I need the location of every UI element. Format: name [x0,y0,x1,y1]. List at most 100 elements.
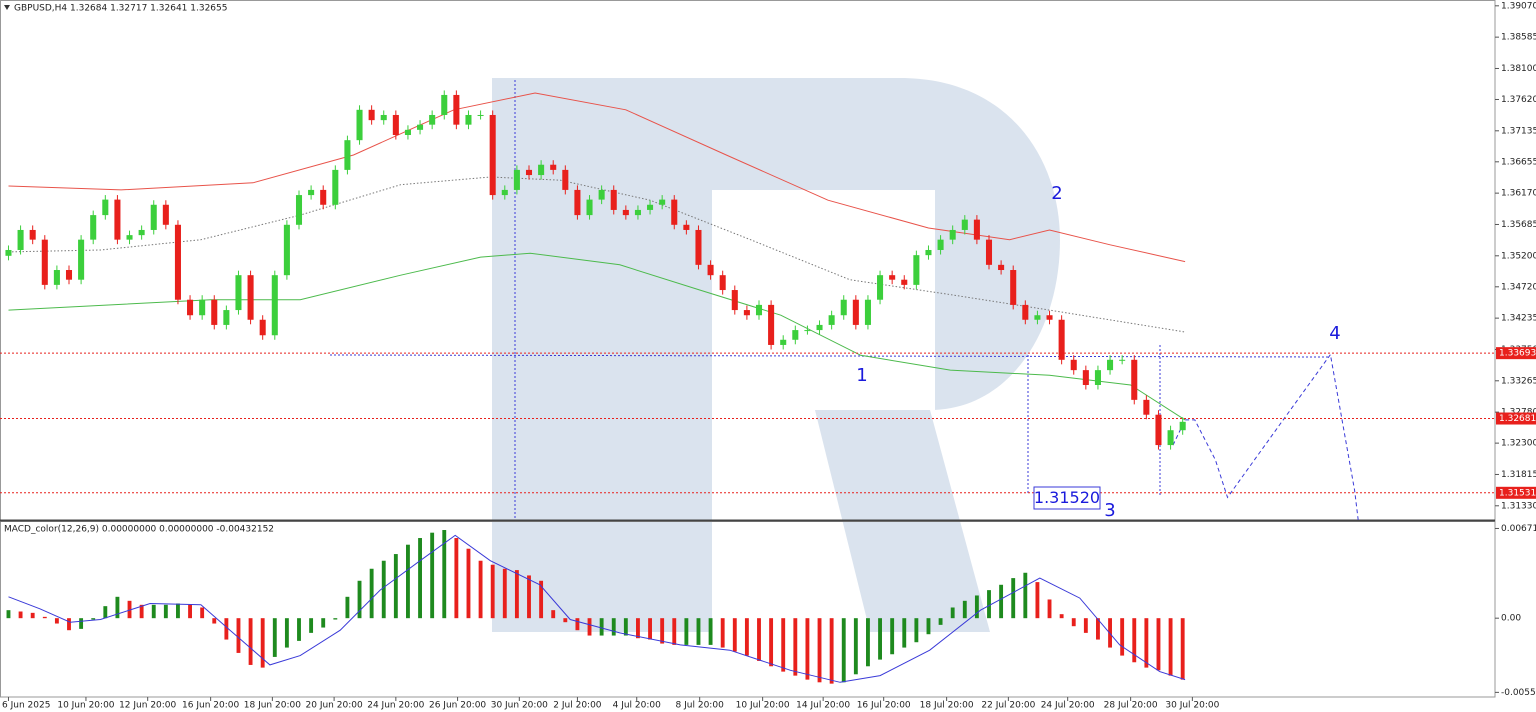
macd-bar [1132,618,1137,663]
macd-bar [1180,618,1185,680]
macd-bar [563,618,568,623]
candle-body [768,304,775,345]
candle-body [441,94,448,115]
macd-bar [1071,618,1076,627]
candle-body [320,189,327,205]
candle-body [525,169,533,176]
y-tick-label: 1.33265 [1501,376,1536,386]
macd-bar [793,618,798,676]
candle-body [550,164,557,170]
candle-body [731,290,738,311]
candle-body [5,249,12,256]
macd-bar [212,618,217,624]
macd-bar [224,618,229,640]
candle-body [634,209,641,216]
candle-body [41,239,48,285]
price-level-label: 1.31531 [1499,488,1536,498]
x-tick-label: 10 Jun 20:00 [57,701,114,711]
macd-bar [648,618,652,640]
candle-body [925,249,932,256]
y-tick-label: 1.31815 [1501,470,1536,480]
candle-body [259,319,266,336]
y-tick-label: 1.34720 [1501,282,1536,292]
target-box [1033,486,1101,510]
macd-bar [1047,599,1052,619]
macd-bar [999,584,1004,619]
macd-bar [139,604,144,619]
candle-body [1155,414,1162,446]
x-tick-label: 12 Jun 20:00 [119,701,176,711]
macd-bar [950,607,955,619]
y-tick-label: 1.36170 [1501,189,1536,199]
symbol-icon [4,5,10,10]
wave-label: 3 [1104,500,1115,521]
candle-body [429,114,436,125]
candle-body [295,195,303,225]
y-tick-label: 1.32300 [1501,439,1536,449]
candle-body [610,189,617,210]
x-tick-label: 18 Jul 20:00 [920,701,974,711]
price-level-box [1496,347,1536,360]
macd-bar [236,618,241,653]
x-tick-label: 30 Jul 20:00 [1165,701,1219,711]
macd-bar [987,590,991,619]
macd-bar [962,600,967,619]
candle-body [223,310,230,325]
candle-body [598,189,605,200]
candle-body [985,239,993,265]
macd-bar [163,604,168,619]
candle-body [102,199,109,216]
macd-bar [333,618,338,620]
macd-bar [30,612,35,619]
candle-body [683,224,690,230]
macd-bar [866,618,870,667]
candle-body [695,229,702,265]
macd-bar [902,618,907,648]
guide-line [329,354,1331,358]
candle-body [126,235,133,240]
macd-bar [853,618,858,675]
macd-bar [176,603,180,619]
candle-body [937,239,944,250]
y-tick-label: 1.37135 [1501,126,1536,136]
x-tick-label: 14 Jul 20:00 [796,701,850,711]
candle-body [1034,315,1041,320]
macd-bar [575,618,580,631]
candle-body [271,275,278,336]
candle-body [368,109,375,121]
macd-bar [357,580,362,619]
macd-bar [418,538,422,619]
candle-body [65,270,73,280]
macd-bar [527,575,531,619]
macd-bar [369,568,374,619]
candle-body [174,224,181,300]
macd-bar [393,554,398,619]
macd-bar [272,618,277,657]
candle-body [29,229,36,240]
macd-bar [260,618,265,668]
macd-bar [599,618,604,636]
candle-body [162,204,169,225]
signal-line [8,534,1186,683]
macd-bar [660,618,665,644]
candle-body [586,199,593,216]
y-tick-label: 1.31330 [1501,501,1536,511]
candle-body [949,229,956,240]
candle-body [647,204,654,210]
candle-body [187,299,194,316]
x-tick-label: 30 Jun 20:00 [491,701,548,711]
y-tick-label: 1.39070 [1501,1,1536,11]
candle-body [1058,319,1065,360]
y-tick-label: 1.38100 [1501,64,1536,74]
macd-bar [103,606,108,619]
price-level-box [1496,486,1536,499]
moving-average [8,252,1186,421]
candle-body [465,114,472,125]
macd-bar [321,618,326,628]
macd-bar [67,618,71,631]
x-tick-label: 16 Jul 20:00 [857,701,911,711]
macd-bar [297,618,301,641]
candle-body [562,169,569,190]
candle-body [501,189,508,196]
